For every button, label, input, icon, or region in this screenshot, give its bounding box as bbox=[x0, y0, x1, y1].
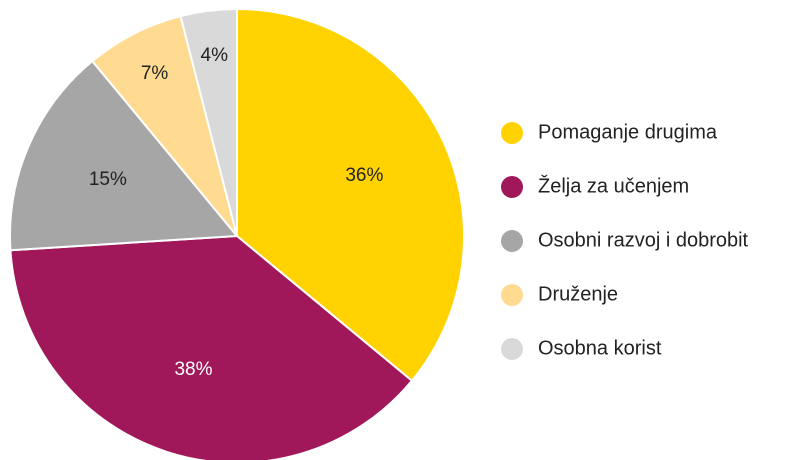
slice-label: 7% bbox=[141, 63, 169, 84]
slice-label: 38% bbox=[174, 359, 212, 380]
legend-label: Druženje bbox=[538, 283, 618, 305]
legend-marker bbox=[501, 338, 523, 360]
pie-slice bbox=[9, 59, 240, 252]
pie-slice bbox=[9, 234, 414, 460]
slice-label: 36% bbox=[345, 165, 383, 186]
legend-label: Osobna korist bbox=[538, 337, 662, 359]
legend-label: Pomaganje drugima bbox=[538, 121, 718, 143]
legend-marker bbox=[501, 122, 523, 144]
pie-slice bbox=[179, 7, 238, 237]
slice-label: 4% bbox=[201, 45, 229, 66]
legend-label: Želja za učenjem bbox=[538, 174, 689, 197]
legend-marker bbox=[501, 176, 523, 198]
legend-marker bbox=[501, 230, 523, 252]
legend-label: Osobni razvoj i dobrobit bbox=[538, 229, 749, 251]
pie-slice bbox=[236, 7, 465, 383]
slice-label: 15% bbox=[89, 169, 127, 190]
legend-marker bbox=[501, 284, 523, 306]
